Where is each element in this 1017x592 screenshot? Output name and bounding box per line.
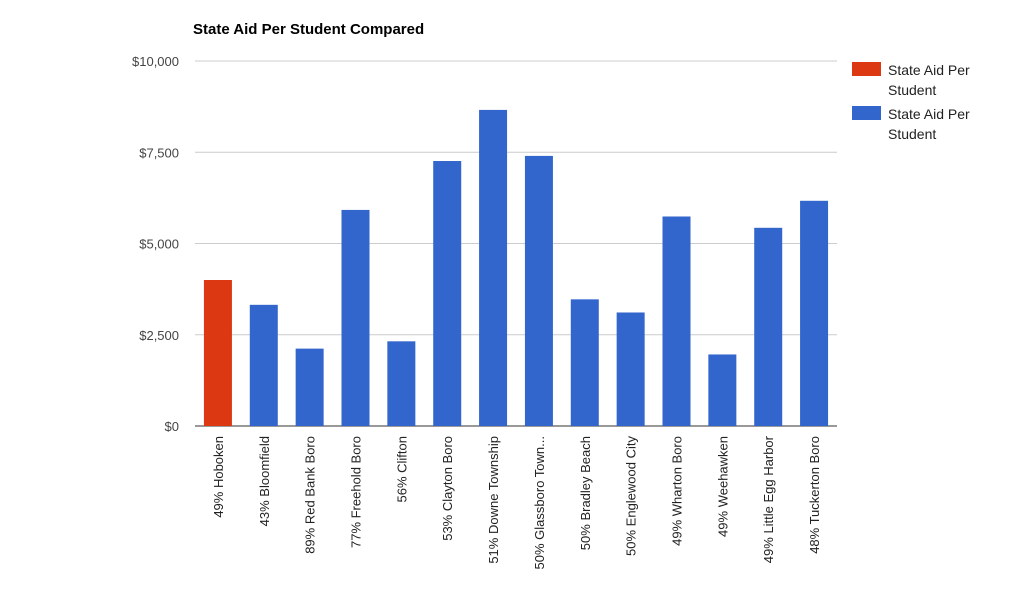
bar-49-hoboken[interactable] bbox=[203, 280, 232, 426]
bar-49-little-egg-harbor[interactable] bbox=[754, 227, 783, 426]
bar-50-glassboro-town[interactable] bbox=[524, 155, 553, 426]
bar-56-clifton[interactable] bbox=[387, 341, 416, 426]
y-tick-label: $10,000 bbox=[132, 54, 179, 69]
legend-swatch-blue bbox=[852, 106, 881, 120]
x-tick-label: 49% Hoboken bbox=[211, 436, 226, 518]
bar-51-downe-township[interactable] bbox=[479, 109, 508, 426]
x-tick-label: 49% Little Egg Harbor bbox=[761, 435, 776, 563]
bar-50-englewood-city[interactable] bbox=[616, 312, 645, 426]
x-tick-label: 89% Red Bank Boro bbox=[303, 436, 318, 554]
bar-89-red-bank-boro[interactable] bbox=[295, 348, 324, 426]
legend-label: State Aid Per Student bbox=[888, 62, 970, 98]
legend: State Aid Per Student State Aid Per Stud… bbox=[852, 60, 1012, 148]
x-tick-label: 43% Bloomfield bbox=[257, 436, 272, 526]
bar-48-tuckerton-boro[interactable] bbox=[800, 200, 829, 426]
legend-item-series-1[interactable]: State Aid Per Student bbox=[852, 60, 1012, 104]
legend-swatch-red bbox=[852, 62, 881, 76]
x-tick-label: 49% Weehawken bbox=[715, 436, 730, 537]
x-tick-label: 56% Clifton bbox=[394, 436, 409, 502]
y-tick-label: $7,500 bbox=[139, 145, 179, 160]
legend-item-series-2[interactable]: State Aid Per Student bbox=[852, 104, 1012, 148]
x-tick-label: 50% Glassboro Town... bbox=[532, 436, 547, 569]
bar-49-wharton-boro[interactable] bbox=[662, 216, 691, 426]
x-tick-label: 50% Englewood City bbox=[624, 436, 639, 556]
y-tick-label: $0 bbox=[165, 419, 179, 434]
x-tick-label: 51% Downe Township bbox=[486, 436, 501, 564]
y-tick-label: $5,000 bbox=[139, 237, 179, 252]
x-axis-ticks: 49% Hoboken 43% Bloomfield 89% Red Bank Bo… bbox=[211, 435, 822, 569]
bar-77-freehold-boro[interactable] bbox=[341, 209, 370, 426]
x-tick-label: 48% Tuckerton Boro bbox=[807, 436, 822, 554]
x-tick-label: 53% Clayton Boro bbox=[440, 436, 455, 541]
bar-50-bradley-beach[interactable] bbox=[570, 299, 599, 426]
chart-title: State Aid Per Student Compared bbox=[193, 21, 425, 38]
x-tick-label: 77% Freehold Boro bbox=[349, 436, 364, 548]
bar-53-clayton-boro[interactable] bbox=[433, 161, 462, 426]
x-tick-label: 50% Bradley Beach bbox=[578, 436, 593, 550]
gridlines bbox=[195, 60, 837, 427]
y-tick-label: $2,500 bbox=[139, 328, 179, 343]
bar-49-weehawken[interactable] bbox=[708, 354, 737, 426]
bar-43-bloomfield[interactable] bbox=[249, 304, 278, 426]
y-axis-ticks: $0 $2,500 $5,000 $7,500 $10,000 bbox=[132, 54, 179, 434]
legend-label: State Aid Per Student bbox=[888, 106, 970, 142]
bars bbox=[203, 109, 829, 426]
x-tick-label: 49% Wharton Boro bbox=[670, 436, 685, 546]
